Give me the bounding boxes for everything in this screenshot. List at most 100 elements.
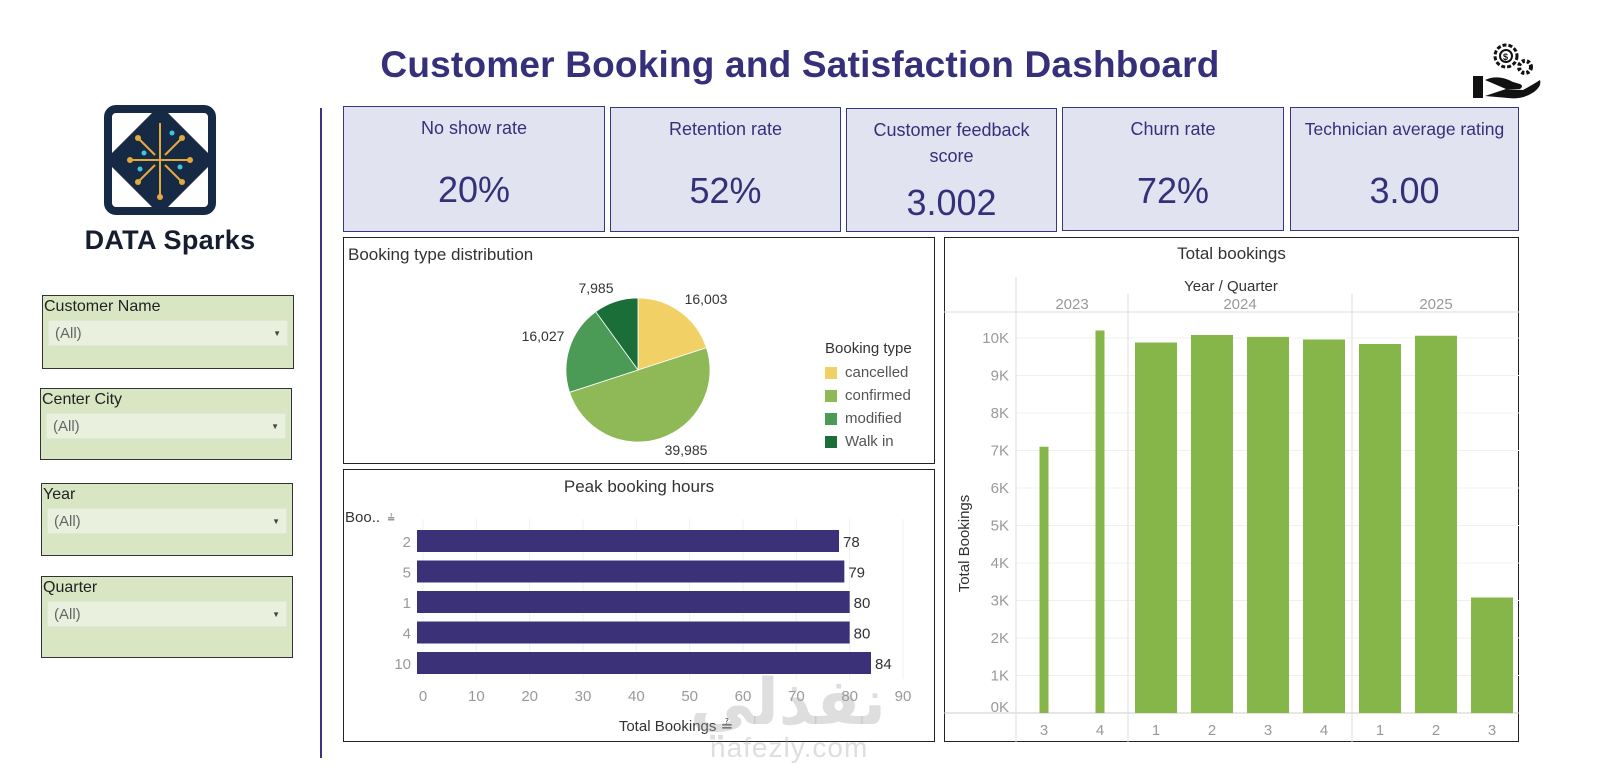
- vbar-2024-q3: [1247, 336, 1289, 713]
- x-tick-label: 3: [1264, 722, 1272, 739]
- center-city-dropdown[interactable]: (All) ▼: [46, 413, 286, 439]
- sort-icon: ≟: [387, 513, 395, 525]
- hbar-2: [417, 530, 839, 552]
- vbar-2025-q2: [1415, 335, 1457, 713]
- y-tick-label: 9K: [991, 368, 1009, 385]
- filter-customer-name: Customer Name (All) ▼: [42, 295, 294, 369]
- vbar-2025-q1: [1359, 344, 1401, 713]
- hand-gear-dollar-icon: $: [1468, 40, 1548, 104]
- legend-item-modified[interactable]: modified: [825, 407, 912, 430]
- legend-title: Booking type: [825, 340, 912, 357]
- legend-swatch: [825, 435, 837, 448]
- hbar-value-label: 80: [854, 626, 871, 643]
- hbar-10: [417, 652, 871, 674]
- legend-item-confirmed[interactable]: confirmed: [825, 384, 912, 407]
- y-tick-label: 10K: [982, 330, 1009, 347]
- kpi-label: Churn rate: [1130, 119, 1216, 139]
- x-tick-label: 2: [1208, 722, 1216, 739]
- pie-slice-confirmed: [569, 347, 711, 443]
- filter-center-city: Center City (All) ▼: [40, 388, 292, 460]
- kpi-label: No show rate: [420, 118, 528, 138]
- hbar-5: [417, 560, 845, 583]
- dashboard-title: Customer Booking and Satisfaction Dashbo…: [380, 44, 1220, 85]
- dropdown-value: (All): [54, 512, 81, 530]
- x-tick-label: 20: [521, 688, 538, 705]
- y-tick-label: 6K: [991, 480, 1009, 497]
- filter-quarter: Quarter (All) ▼: [41, 576, 293, 658]
- y-tick-label: 1K: [991, 668, 1009, 685]
- customer-name-dropdown[interactable]: (All) ▼: [48, 320, 288, 346]
- y-axis-label: Total Bookings: [956, 495, 973, 593]
- dropdown-value: (All): [54, 605, 81, 623]
- filter-label: Center City: [42, 391, 123, 408]
- x-tick-label: 1: [1152, 722, 1160, 739]
- kpi-value: 3.002: [906, 182, 997, 223]
- year-dropdown[interactable]: (All) ▼: [47, 508, 287, 534]
- x-tick-label: 80: [841, 688, 858, 705]
- x-tick-label: 0: [419, 688, 427, 705]
- hbar-value-label: 80: [854, 595, 871, 612]
- vbar-2024-q2: [1191, 335, 1233, 713]
- year-label: 2025: [1419, 296, 1452, 313]
- legend-swatch: [825, 366, 837, 379]
- y-tick-label: 3K: [991, 593, 1009, 610]
- sidebar-divider: [320, 108, 322, 758]
- y-tick-label: 4: [403, 626, 411, 643]
- vbar-2025-q3: [1471, 597, 1513, 713]
- x-tick-label: 50: [681, 688, 698, 705]
- pie-data-label: 39,985: [665, 442, 708, 458]
- x-tick-label: 30: [575, 688, 592, 705]
- pie-chart-title: Booking type distribution: [348, 245, 534, 264]
- kpi-churn-rate: Churn rate 72%: [1062, 107, 1284, 231]
- x-tick-label: 10: [468, 688, 485, 705]
- total-bookings-chart: Year / Quarter 0K 1K 2K 3K 4K 5K 6K 7K 8K 9K 10K Tot…: [944, 277, 1519, 742]
- filter-label: Quarter: [43, 579, 98, 596]
- filter-year: Year (All) ▼: [41, 483, 293, 556]
- vbar-chart-title: Total bookings: [1177, 244, 1286, 263]
- legend-item-cancelled[interactable]: cancelled: [825, 361, 912, 384]
- x-tick-label: 3: [1488, 722, 1496, 739]
- caret-down-icon: ▼: [271, 421, 279, 431]
- pie-slice-cancelled: [637, 297, 707, 371]
- y-tick-label: 10: [394, 656, 411, 673]
- legend-label: modified: [845, 410, 902, 427]
- pie-slice-walk-in: [595, 297, 639, 372]
- x-tick-label: 70: [788, 688, 805, 705]
- legend-label: cancelled: [845, 364, 909, 381]
- vbar-2023-q4: [1095, 330, 1105, 713]
- year-label: 2024: [1223, 296, 1256, 313]
- y-tick-label: 2: [403, 534, 411, 551]
- hbar-value-label: 78: [843, 534, 860, 551]
- hbar-1: [417, 591, 850, 613]
- legend-swatch: [825, 389, 837, 402]
- x-tick-label: 90: [895, 688, 912, 705]
- watermark-arabic: نفذلي: [690, 666, 886, 738]
- vbar-2024-q1: [1135, 342, 1177, 713]
- x-tick-label: 1: [1376, 722, 1384, 739]
- y-axis-label: Boo..: [345, 509, 380, 526]
- pie-slice-modified: [565, 311, 639, 393]
- year-label: 2023: [1055, 296, 1088, 313]
- pie-data-label: 7,985: [578, 280, 613, 296]
- caret-down-icon: ▼: [273, 328, 281, 338]
- pie-legend: Booking type cancelled confirmed modifie…: [825, 340, 912, 453]
- caret-down-icon: ▼: [272, 516, 280, 526]
- y-tick-label: 0K: [991, 699, 1009, 716]
- filter-label: Customer Name: [44, 298, 161, 315]
- kpi-label: Retention rate: [668, 119, 783, 139]
- kpi-value: 52%: [689, 170, 762, 211]
- kpi-customer-feedback-score: Customer feedback score 3.002: [846, 108, 1057, 232]
- y-tick-label: 4K: [991, 555, 1009, 572]
- kpi-value: 3.00: [1369, 170, 1440, 211]
- x-tick-label: 4: [1096, 722, 1104, 739]
- legend-item-walk-in[interactable]: Walk in: [825, 430, 912, 453]
- y-tick-label: 2K: [991, 630, 1009, 647]
- quarter-dropdown[interactable]: (All) ▼: [47, 601, 287, 627]
- x-tick-label: 2: [1432, 722, 1440, 739]
- y-tick-label: 8K: [991, 405, 1009, 422]
- group-header: Year / Quarter: [1184, 278, 1278, 295]
- booking-type-pie-chart: 16,003 39,985 16,027 7,985: [522, 280, 728, 458]
- logo-text: DATA Sparks: [84, 225, 256, 255]
- filter-label: Year: [43, 486, 76, 503]
- circuit-logo-icon: [104, 105, 216, 215]
